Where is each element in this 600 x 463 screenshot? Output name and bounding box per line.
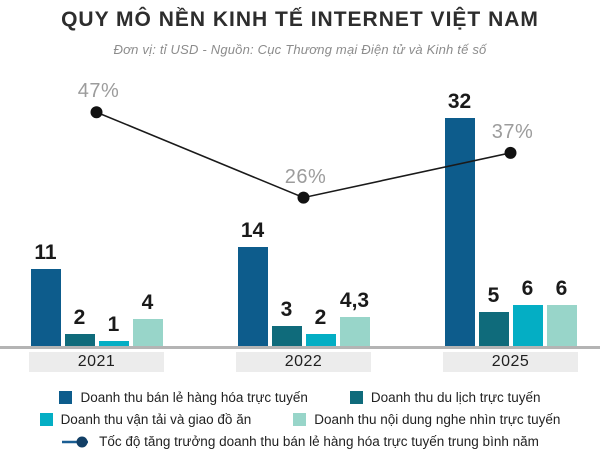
legend-row-3: Tốc độ tăng trưởng doanh thu bán lẻ hàng… [0, 434, 600, 449]
bar-value-label: 6 [521, 276, 534, 300]
bar-value-label: 6 [555, 276, 568, 300]
legend-row-2: Doanh thu vận tải và giao đồ ăn Doanh th… [0, 412, 600, 427]
bar-series2-2021 [98, 340, 129, 348]
legend-item-retail: Doanh thu bán lẻ hàng hóa trực tuyến [59, 390, 308, 405]
bar-series1-2021 [64, 333, 95, 348]
legend-label-travel: Doanh thu du lịch trực tuyến [370, 390, 541, 405]
legend-item-growth: Tốc độ tăng trưởng doanh thu bán lẻ hàng… [61, 434, 539, 449]
bar-series3-2025 [546, 304, 577, 348]
bar-value-label: 32 [447, 89, 472, 113]
legend-label-transport: Doanh thu vận tải và giao đồ ăn [60, 412, 252, 427]
growth-point [504, 146, 517, 159]
travel-swatch-icon [349, 391, 363, 404]
bar-value-label: 1 [107, 312, 120, 336]
bar-series1-2025 [478, 312, 509, 348]
bar-value-label: 2 [73, 305, 86, 329]
bar-series0-2021 [30, 268, 61, 348]
page-title: QUY MÔ NỀN KINH TẾ INTERNET VIỆT NAM [61, 8, 539, 31]
growth-point [90, 106, 103, 119]
growth-label: 47% [77, 80, 120, 103]
bar-series2-2022 [305, 333, 336, 348]
growth-label: 37% [491, 120, 534, 143]
legend-row-1: Doanh thu bán lẻ hàng hóa trực tuyến Doa… [0, 390, 600, 405]
bar-series2-2025 [512, 304, 543, 348]
bar-value-label: 5 [487, 284, 500, 307]
bar-value-label: 3 [280, 298, 293, 322]
bar-series1-2022 [271, 326, 302, 348]
bar-series0-2025 [444, 117, 475, 348]
growth-point [297, 191, 310, 204]
legend-item-media: Doanh thu nội dung nghe nhìn trực tuyến [293, 412, 560, 427]
legend: Doanh thu bán lẻ hàng hóa trực tuyến Doa… [0, 390, 600, 456]
chart-subtitle: Đơn vị: tỉ USD - Nguồn: Cục Thương mại Đ… [113, 42, 487, 57]
bar-value-label: 4,3 [339, 289, 370, 313]
bar-value-label: 2 [314, 305, 327, 329]
legend-item-transport: Doanh thu vận tải và giao đồ ăn [39, 412, 252, 427]
x-axis-label-2022: 2022 [236, 352, 371, 372]
transport-swatch-icon [39, 413, 53, 426]
legend-label-retail: Doanh thu bán lẻ hàng hóa trực tuyến [80, 390, 308, 405]
x-axis-line [0, 346, 600, 349]
media-swatch-icon [293, 413, 307, 426]
x-axis-label-2021: 2021 [29, 352, 164, 372]
legend-item-travel: Doanh thu du lịch trực tuyến [349, 390, 541, 405]
bar-value-label: 4 [141, 291, 154, 315]
bar-value-label: 11 [34, 240, 57, 264]
growth-line-marker-icon [62, 436, 89, 447]
legend-label-growth: Tốc độ tăng trưởng doanh thu bán lẻ hàng… [99, 434, 539, 449]
legend-label-media: Doanh thu nội dung nghe nhìn trực tuyến [314, 412, 561, 427]
bar-series0-2022 [237, 247, 268, 348]
retail-swatch-icon [59, 391, 73, 404]
bar-series3-2021 [132, 319, 163, 348]
bar-series3-2022 [339, 317, 370, 348]
x-axis-label-2025: 2025 [443, 352, 578, 372]
growth-label: 26% [284, 165, 327, 188]
bar-value-label: 14 [240, 219, 265, 243]
